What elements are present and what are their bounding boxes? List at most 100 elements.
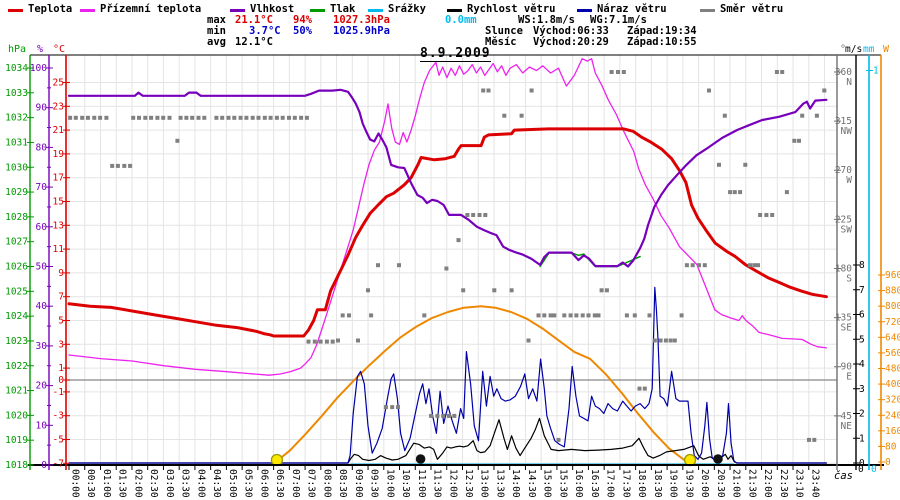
wind-speed-summary: WS:1.8m/s [518,14,575,26]
wind-direction-marker [390,405,395,410]
wind-dir-cardinal: NW [841,126,853,137]
wind-direction-marker [812,437,817,442]
series-p-zemn-teplota [68,58,828,376]
wind-speed-tick: 4 [859,359,865,370]
wind-dir-cardinal: SW [841,224,853,235]
wind-direction-marker [652,338,657,343]
pressure-tick: 1024 [5,311,28,322]
precip-tick: 1 [873,66,879,77]
wind-direction-marker [128,163,133,168]
temperature-tick: 13 [53,220,64,231]
time-axis-title: čas [834,470,853,482]
wind-direction-marker [73,115,78,120]
wind-direction-marker [621,70,626,74]
wind-direction-marker [592,313,597,318]
pressure-tick: 1030 [5,162,28,173]
wind-direction-marker [137,115,141,120]
sunset-marker [683,453,697,467]
wind-direction-marker [632,313,637,318]
wind-direction-marker [68,115,73,120]
temperature-tick: 0 [58,375,64,386]
wind-direction-marker [509,288,514,293]
wind-direction-marker [318,339,323,344]
wind-direction-marker [306,339,311,344]
wind-direction-marker [85,115,90,120]
legend-label-3: Vlhkost [250,3,295,15]
radiation-tick: 800 [885,301,900,312]
radiation-tick: 160 [885,426,900,437]
time-tick-label: 04:30 [211,469,222,498]
wind-direction-marker [422,313,427,318]
time-tick-label: 09:30 [369,469,380,498]
humidity-tick: 100 [30,63,47,74]
time-tick-label: 16:00 [573,469,584,498]
wind-direction-marker [604,288,609,293]
time-tick-label: 22:30 [778,469,789,498]
humidity-tick: 20 [36,381,48,392]
wind-direction-marker [770,213,775,217]
wind-direction-marker [292,115,297,120]
time-tick-label: 02:30 [148,469,159,498]
radiation-tick: 720 [885,317,900,328]
pressure-tick: 1034 [5,63,28,74]
pressure-tick: 1031 [5,137,28,148]
temperature-tick: 1 [58,363,64,374]
wind-direction-marker [396,405,400,410]
pressure-tick: 1029 [5,187,28,198]
wind-direction-marker [756,263,760,268]
wind-direction-marker [616,70,620,74]
wind-direction-marker [477,213,482,217]
wind-direction-marker [814,113,819,118]
wind-direction-marker [738,190,743,195]
legend-swatch-4 [310,9,325,12]
wind-direction-marker [356,338,360,343]
temperature-tick: -3 [53,411,64,422]
wind-direction-marker [304,115,309,120]
wind-direction-marker [562,313,567,318]
time-tick-label: 19:00 [668,469,679,498]
wind-direction-marker [797,138,801,143]
sunset-time: Západ:19:34 [627,25,697,37]
time-tick-label: 00:30 [85,469,96,498]
temperature-tick: 21 [53,125,65,136]
wind-direction-marker [526,338,531,343]
wind-direction-marker [784,190,789,195]
moon-label: Měsíc [485,36,517,48]
wind-direction-marker [256,115,261,120]
wind-direction-marker [80,115,85,120]
wind-direction-marker [717,162,721,167]
wind-direction-marker [774,70,779,74]
wind-direction-marker [161,115,166,120]
wind-dir-tick: 270 [835,165,852,176]
time-tick-label: 12:00 [447,469,458,498]
wind-speed-tick: 2 [859,409,865,420]
sun-label: Slunce [485,25,523,37]
wind-speed-tick: 0 [859,458,865,469]
humidity-tick: 40 [36,301,48,312]
wind-direction-marker [624,313,629,318]
radiation-tick: 480 [885,364,900,375]
legend-label-4: Tlak [330,3,356,15]
wind-direction-marker [672,338,677,343]
wind-direction-marker [441,413,446,418]
wind-direction-marker [383,405,388,410]
wind-direction-marker [131,115,136,120]
time-tick-label: 03:30 [180,469,191,498]
time-tick-label: 20:00 [699,469,710,498]
wind-direction-marker [143,115,148,120]
stat-min-label: min [207,25,226,37]
pressure-tick: 1020 [5,410,28,421]
wind-direction-marker [340,313,345,318]
wind-direction-marker [792,138,797,143]
wind-direction-marker [764,213,769,217]
wind-direction-marker [456,238,461,243]
pressure-tick: 1032 [5,113,28,124]
series-n-raz-v-tru [68,286,828,464]
wind-dir-cardinal: W [846,175,852,186]
wind-direction-marker [444,266,449,271]
legend-swatch-7 [577,9,592,12]
pressure-tick: 1018 [5,460,28,471]
temperature-tick: 23 [53,101,64,112]
wind-direction-marker [452,413,457,418]
legend-swatch-8 [700,9,715,12]
